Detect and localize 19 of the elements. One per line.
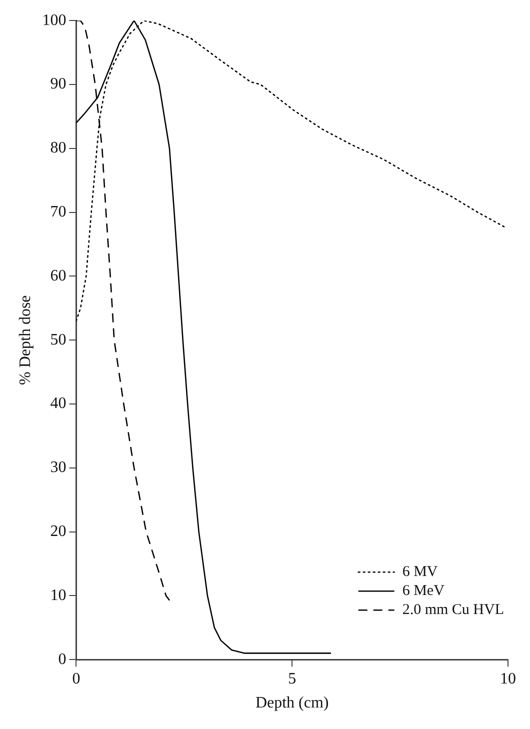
- y-tick-label: 70: [50, 204, 66, 221]
- y-tick-label: 100: [42, 12, 66, 29]
- y-axis-title: % Depth dose: [16, 295, 34, 385]
- x-axis-title: Depth (cm): [255, 694, 329, 712]
- x-tick-label: 5: [288, 670, 296, 688]
- legend-label: 6 MV: [402, 564, 438, 580]
- y-tick-label: 10: [50, 586, 66, 604]
- y-tick-label: 30: [50, 459, 66, 476]
- y-tick-label: 50: [50, 331, 66, 348]
- y-tick-label: 0: [58, 650, 66, 668]
- x-tick-label: 10: [500, 670, 516, 688]
- y-tick-label: 40: [50, 395, 66, 412]
- x-tick-label: 0: [72, 670, 80, 688]
- legend-label: 2.0 mm Cu HVL: [402, 602, 504, 618]
- y-tick-label: 20: [50, 523, 66, 540]
- y-tick-label: 80: [50, 140, 66, 157]
- y-tick-label: 90: [50, 76, 66, 93]
- y-tick-label: 60: [50, 267, 66, 284]
- legend-label: 6 MeV: [402, 583, 445, 600]
